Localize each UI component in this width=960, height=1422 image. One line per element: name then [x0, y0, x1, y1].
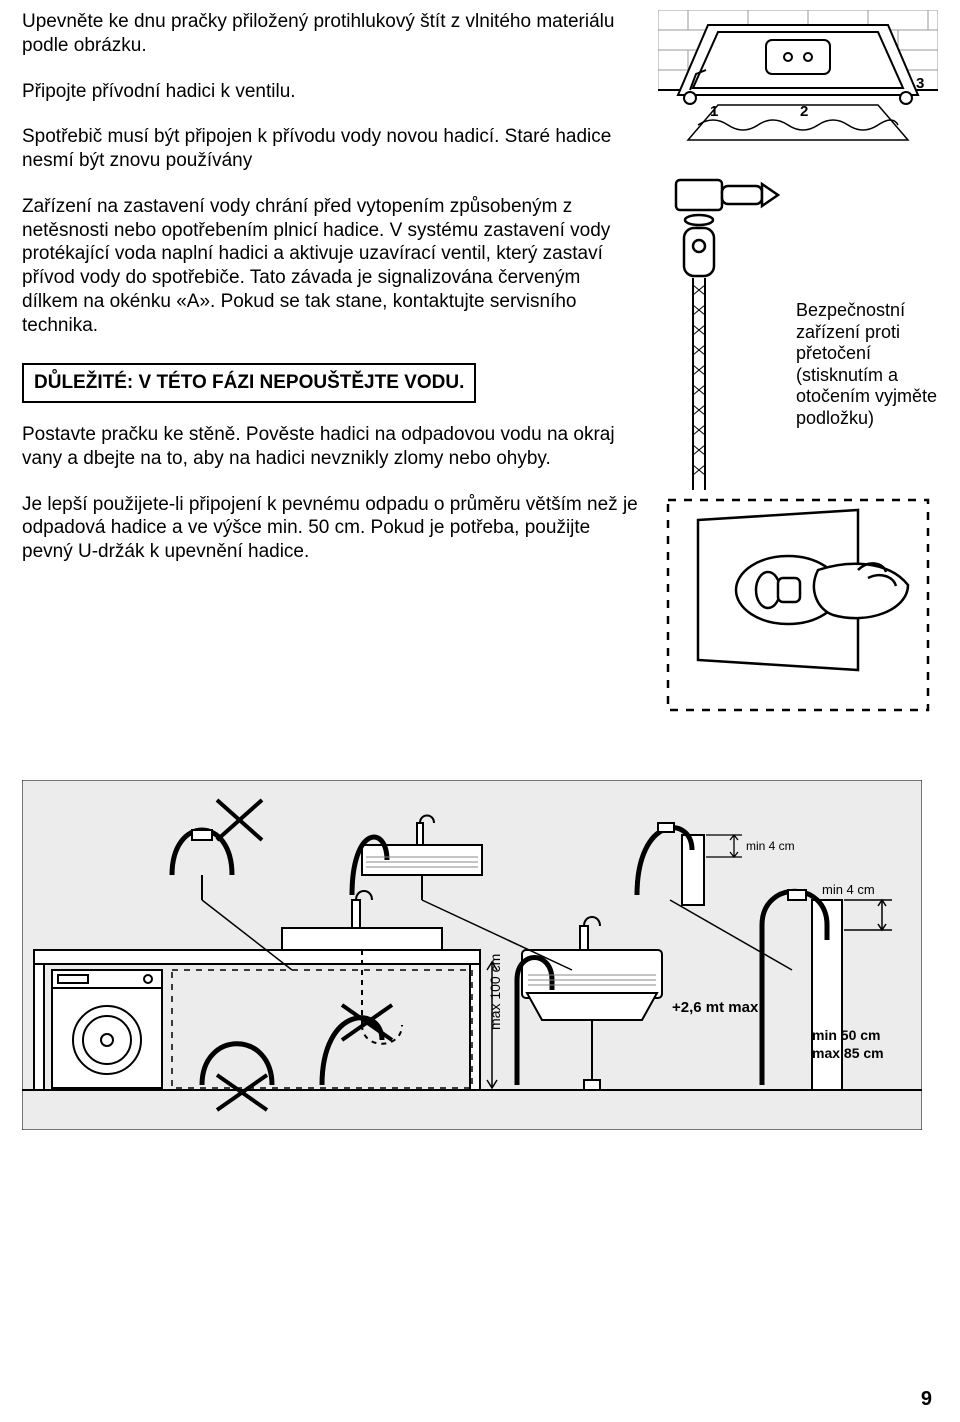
label-max85: max 85 cm	[812, 1045, 884, 1061]
page-number: 9	[921, 1387, 932, 1412]
label-mtmax: +2,6 mt max	[672, 999, 759, 1016]
label-3: 3	[916, 75, 924, 92]
paragraph-1: Upevněte ke dnu pračky přiložený protihl…	[22, 10, 640, 58]
label-2: 2	[800, 103, 808, 120]
figure-caption-safety: Bezpečnostní zařízení proti přetočení (s…	[796, 170, 938, 490]
label-min4-top: min 4 cm	[746, 839, 795, 853]
text-column: Upevněte ke dnu pračky přiložený protihl…	[22, 10, 640, 720]
figure-column: 1 2 3	[658, 10, 938, 720]
label-1: 1	[710, 103, 718, 120]
paragraph-3: Spotřebič musí být připojen k přívodu vo…	[22, 125, 640, 173]
label-min4: min 4 cm	[822, 882, 875, 897]
figure-drain-installation: max 100 cm +2,6 mt max	[22, 780, 938, 1137]
label-max100: max 100 cm	[487, 954, 503, 1030]
figure-washer-bottom: 1 2 3	[658, 10, 938, 170]
label-min50: min 50 cm	[812, 1027, 880, 1043]
figure-aquastop-hose	[658, 170, 788, 490]
paragraph-2: Připojte přívodní hadici k ventilu.	[22, 80, 640, 104]
paragraph-6: Je lepší použijete-li připojení k pevném…	[22, 493, 640, 564]
paragraph-5: Postavte pračku ke stěně. Pověste hadici…	[22, 423, 640, 471]
figure-wall-connector	[658, 490, 938, 720]
paragraph-4: Zařízení na zastavení vody chrání před v…	[22, 195, 640, 338]
important-box: DŮLEŽITÉ: V TÉTO FÁZI NEPOUŠTĚJTE VODU.	[22, 363, 476, 403]
